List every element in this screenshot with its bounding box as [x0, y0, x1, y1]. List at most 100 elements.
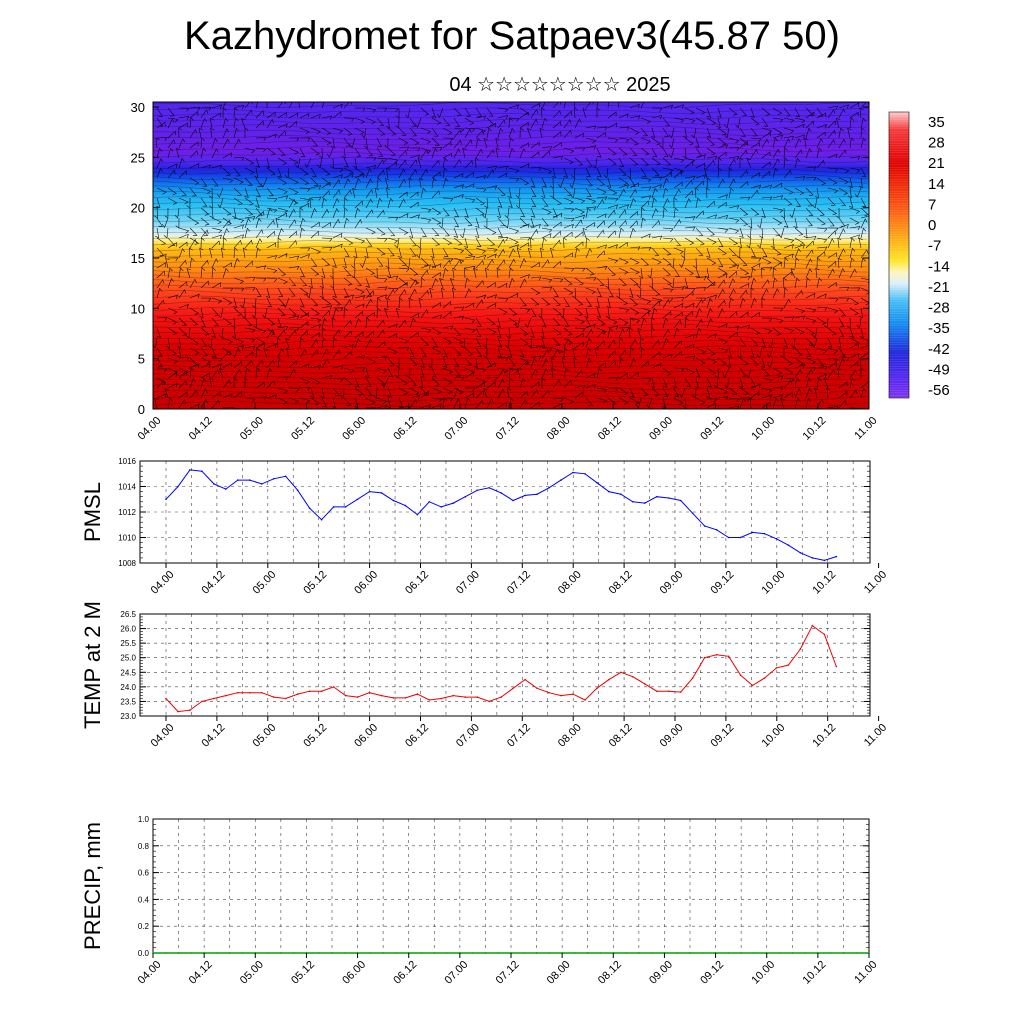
wind-barb — [607, 339, 616, 349]
wind-barb — [805, 347, 812, 358]
wind-barb — [376, 341, 386, 349]
wind-barb — [343, 197, 348, 209]
wind-barb — [464, 357, 473, 367]
wind-barb — [266, 197, 278, 202]
wind-barb — [288, 219, 297, 229]
wind-barb — [530, 381, 540, 389]
wind-barb — [233, 234, 244, 239]
wind-barb — [365, 290, 374, 299]
wind-barb — [519, 347, 525, 358]
wind-barb — [640, 317, 647, 329]
wind-barb — [849, 287, 861, 292]
wind-barb — [767, 347, 774, 359]
wind-barb — [695, 297, 707, 302]
wind-barb — [420, 149, 429, 159]
wind-barb — [299, 330, 308, 339]
wind-barb — [255, 287, 262, 297]
wind-barb — [310, 323, 321, 329]
colorbar-label: 35 — [928, 114, 945, 131]
wind-barb — [244, 177, 253, 186]
wind-barb — [838, 297, 850, 302]
wind-barb — [332, 349, 341, 359]
wind-barb — [549, 177, 554, 189]
wind-barb — [233, 257, 240, 269]
wind-barb — [760, 267, 765, 279]
wind-barb — [277, 277, 288, 285]
wind-barb — [816, 357, 825, 367]
x-tick-label: 11.00 — [852, 959, 879, 986]
wind-barb — [255, 120, 265, 129]
wind-barb — [178, 187, 187, 196]
data-point — [574, 952, 576, 954]
wind-barb — [496, 207, 502, 219]
wind-barb — [663, 297, 674, 302]
wind-barb — [847, 187, 852, 199]
wind-barb — [211, 363, 222, 369]
wind-barb — [508, 258, 516, 269]
wind-barb — [574, 132, 585, 139]
wind-barb — [691, 127, 697, 139]
wind-barb — [166, 337, 171, 349]
wind-barb — [816, 293, 827, 299]
wind-barb — [178, 241, 188, 249]
wind-barb — [354, 387, 364, 396]
wind-barb — [442, 325, 454, 330]
wind-barb — [794, 134, 805, 139]
wind-barb — [216, 187, 224, 198]
wind-barb — [442, 257, 454, 262]
wind-barb — [486, 169, 495, 179]
wind-barb — [209, 207, 214, 219]
isotherm — [153, 323, 867, 330]
data-point — [799, 552, 802, 554]
wind-barb — [823, 378, 829, 389]
wind-barb — [706, 214, 717, 219]
wind-barb — [794, 397, 801, 409]
wind-barb — [629, 347, 634, 359]
wind-barb — [365, 330, 375, 339]
wind-barb — [629, 277, 639, 286]
colorbar-label: -35 — [928, 320, 950, 337]
wind-barb — [376, 355, 388, 360]
wind-barb — [409, 279, 418, 289]
wind-barb — [442, 337, 453, 345]
wind-barb — [376, 277, 388, 283]
wind-barb — [453, 387, 464, 395]
wind-barb — [717, 337, 728, 345]
wind-barb — [816, 207, 825, 216]
wind-barb — [563, 327, 573, 336]
wind-barb — [288, 255, 300, 260]
wind-barb — [497, 378, 505, 389]
data-point — [213, 483, 215, 485]
wind-barb — [365, 267, 376, 276]
wind-barb — [449, 278, 455, 289]
wind-barb — [156, 327, 161, 338]
wind-barb — [299, 207, 304, 218]
wind-barb — [310, 102, 318, 109]
wind-barb — [387, 127, 397, 136]
wind-barb — [585, 328, 594, 339]
wind-barb — [596, 317, 606, 326]
wind-barb — [646, 397, 653, 409]
wind-barb — [409, 399, 418, 409]
wind-barb — [783, 337, 789, 348]
wind-barb — [508, 307, 518, 316]
wind-barb — [222, 138, 230, 149]
wind-barb — [783, 217, 789, 228]
wind-barb — [705, 267, 710, 279]
wind-barb — [816, 251, 826, 259]
data-point — [368, 490, 371, 493]
wind-barb — [376, 294, 387, 299]
wind-barb — [728, 387, 738, 396]
wind-barb — [464, 247, 473, 256]
wind-barb — [805, 217, 813, 227]
wind-barb — [398, 213, 409, 219]
x-tick-label: 07.00 — [443, 415, 471, 443]
wind-barb — [376, 319, 385, 329]
wind-barb — [464, 127, 476, 132]
wind-barb — [816, 246, 828, 251]
wind-barb — [354, 167, 364, 176]
wind-barb — [827, 297, 839, 303]
data-point — [855, 952, 857, 954]
isotherm — [153, 312, 868, 319]
wind-barb — [772, 217, 783, 225]
